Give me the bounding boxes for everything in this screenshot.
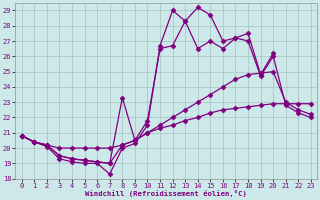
X-axis label: Windchill (Refroidissement éolien,°C): Windchill (Refroidissement éolien,°C) [85,190,247,197]
